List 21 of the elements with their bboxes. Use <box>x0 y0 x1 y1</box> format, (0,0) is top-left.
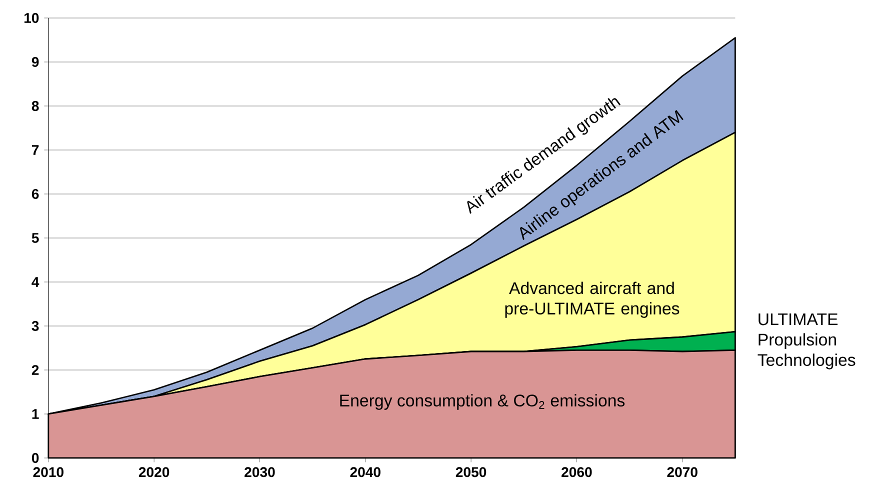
y-tick-label: 3 <box>32 321 39 331</box>
annotation: Energy consumption & CO$_{2}$ emissions <box>340 394 625 410</box>
annotation: ULTIMATE Propulsion Technologies <box>758 313 856 370</box>
annotation: Advanced aircraft and pre-ULTIMATE engines <box>505 282 680 318</box>
y-tick-label: 2 <box>32 365 39 375</box>
x-tick-label: 2060 <box>562 467 592 478</box>
y-tick-label: 5 <box>32 233 39 243</box>
y-tick-label: 9 <box>32 57 39 67</box>
y-tick-label: 7 <box>32 145 39 155</box>
x-tick-label: 2040 <box>350 467 380 478</box>
y-tick-label: 0 <box>32 453 39 463</box>
y-tick-label: 10 <box>24 13 39 23</box>
x-tick-label: 2070 <box>667 467 698 478</box>
x-tick-label: 2030 <box>244 467 275 478</box>
x-tick-label: 2010 <box>33 467 64 478</box>
y-tick-label: 4 <box>32 277 40 287</box>
y-tick-label: 1 <box>32 409 39 419</box>
x-tick-label: 2020 <box>138 467 170 478</box>
y-tick-label: 6 <box>32 189 39 199</box>
x-tick-label: 2050 <box>456 467 486 478</box>
y-tick-label: 8 <box>32 101 39 111</box>
